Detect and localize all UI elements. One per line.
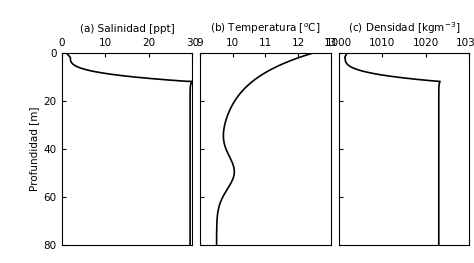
X-axis label: (a) Salinidad [ppt]: (a) Salinidad [ppt] [80,24,174,34]
Y-axis label: Profundidad [m]: Profundidad [m] [29,106,39,191]
X-axis label: (b) Temperatura [$^{o}$C]: (b) Temperatura [$^{o}$C] [210,22,320,36]
X-axis label: (c) Densidad [kgm$^{-3}$]: (c) Densidad [kgm$^{-3}$] [348,21,460,36]
